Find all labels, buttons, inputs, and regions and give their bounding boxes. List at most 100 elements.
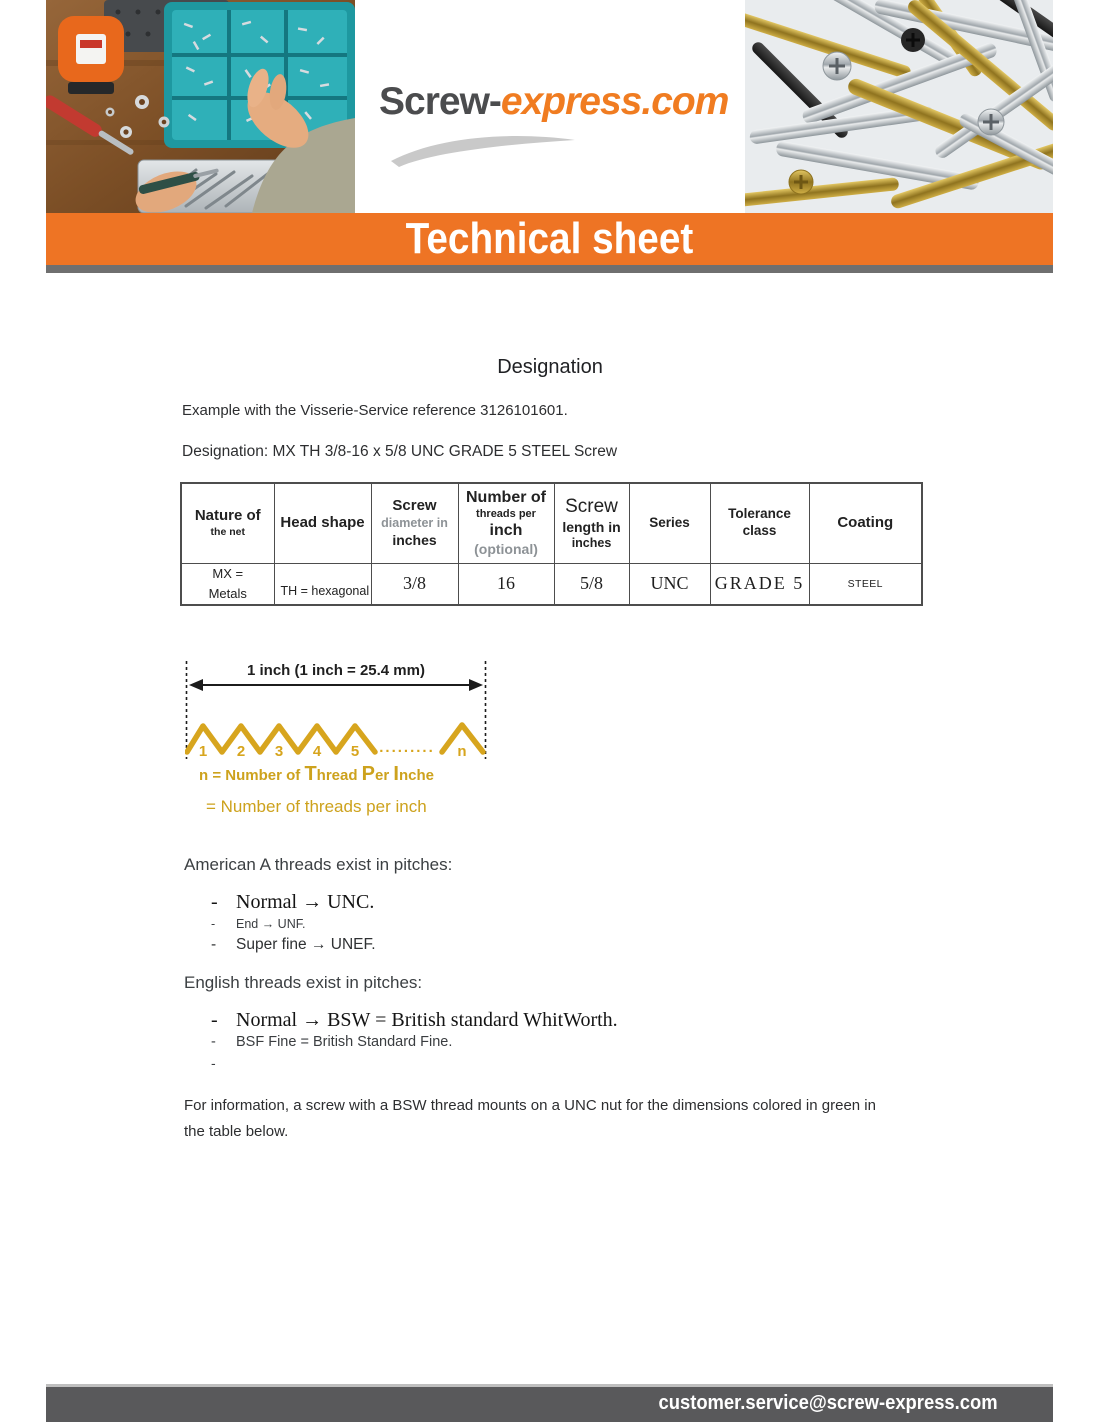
bullet-dash: -	[211, 1034, 216, 1050]
designation-table: Nature of the net Head shape Screw diame…	[180, 482, 923, 606]
header-sublabel: diameter in	[381, 516, 448, 531]
tick-1: 1	[199, 743, 207, 760]
cell-head-shape: TH = hexagonal	[273, 562, 372, 606]
cell-threads: 16	[457, 562, 555, 606]
cell-diameter: 3/8	[370, 562, 459, 606]
col-header-length: Screw length in inches	[553, 482, 630, 564]
table-row: MX = Metals TH = hexagonal 3/8 16 5/8 UN…	[180, 562, 923, 606]
cell-series: UNC	[628, 562, 711, 606]
example-line: Example with the Visserie-Service refere…	[182, 402, 568, 419]
ellipsis-dots: .........	[379, 739, 435, 756]
col-header-series: Series	[628, 482, 711, 564]
bullet-dash: -	[211, 917, 216, 931]
bullet-dash: -	[211, 1055, 216, 1071]
header-sublabel: inch	[489, 522, 523, 540]
technical-sheet-banner: Technical sheet	[46, 213, 1053, 265]
header-label: Screw	[392, 497, 437, 515]
list-item: - End → UNF.	[184, 917, 376, 936]
info-note: For information, a screw with a BSW thre…	[184, 1097, 876, 1141]
thread-zigzag	[184, 723, 378, 755]
screws-pile-photo	[745, 0, 1053, 213]
list-item: - BSF Fine = British Standard Fine.	[184, 1034, 618, 1055]
banner-title: Technical sheet	[405, 214, 694, 263]
designation-line: Designation: MX TH 3/8-16 x 5/8 UNC GRAD…	[182, 443, 618, 460]
list-item: - Normal → BSW = British standard WhitWo…	[184, 1009, 618, 1034]
header-sublabel: threads per	[476, 507, 536, 520]
banner-divider	[46, 265, 1053, 273]
header-sublabel: inches	[392, 531, 437, 548]
logo-text-gray: Screw-	[379, 80, 502, 123]
list-item: - Super fine → UNEF.	[184, 936, 376, 958]
header-label: Head shape	[280, 513, 365, 531]
cell-line: MX =	[212, 565, 244, 581]
bullet-dash: -	[211, 1009, 218, 1031]
tick-2: 2	[237, 743, 245, 760]
diagram-caption-sub: = Number of threads per inch	[206, 797, 427, 816]
diagram-caption-bold: n = Number of Thread Per Inche	[199, 763, 434, 786]
header-label: Series	[649, 514, 690, 530]
caption-segment: n = Number of	[199, 767, 305, 784]
cell-length: 5/8	[553, 562, 630, 606]
screws-pile-art	[745, 0, 1053, 213]
page-title: Designation	[497, 356, 603, 378]
tick-4: 4	[313, 743, 322, 760]
logo-block: Screw-express.com	[355, 0, 745, 213]
header-sublabel: inches	[571, 536, 612, 551]
logo: Screw-express.com	[379, 80, 729, 124]
list-item: - Normal → UNC.	[184, 891, 376, 917]
header-sublabel: class	[742, 523, 777, 539]
cell-line: Metals	[208, 585, 247, 601]
col-header-head-shape: Head shape	[273, 482, 372, 564]
col-header-diameter: Screw diameter in inches	[370, 482, 459, 564]
caption-segment: er	[375, 767, 394, 784]
header-sublabel: the net	[210, 526, 245, 539]
cell-nature: MX = Metals	[180, 562, 275, 606]
col-header-threads: Number of threads per inch (optional)	[457, 482, 555, 564]
american-threads-list: - Normal → UNC. - End → UNF. - Super fin…	[184, 891, 376, 958]
cell-tolerance: GRADE 5	[709, 562, 810, 606]
header-sublabel: (optional)	[474, 541, 538, 558]
bullet-dash: -	[211, 936, 217, 953]
list-item-text: Normal → BSW = British standard WhitWort…	[236, 1009, 618, 1031]
logo-text-orange: express.com	[500, 80, 729, 123]
english-threads-list: - Normal → BSW = British standard WhitWo…	[184, 1009, 618, 1075]
english-threads-heading: English threads exist in pitches:	[184, 973, 423, 992]
list-item-text: Normal → UNC.	[236, 891, 375, 913]
caption-segment: P	[361, 763, 376, 785]
cell-coating: STEEL	[808, 562, 923, 606]
thread-pitch-diagram-art: 1 inch (1 inch = 25.4 mm) 1 2 3 4 5 ....…	[184, 661, 487, 760]
arrow-left-icon	[189, 679, 203, 691]
col-header-nature: Nature of the net	[180, 482, 275, 564]
footer-bar: customer.service@screw-express.com	[46, 1384, 1053, 1422]
bullet-dash: -	[211, 891, 218, 913]
tick-3: 3	[275, 743, 283, 760]
tick-5: 5	[351, 743, 359, 760]
caption-segment: T	[304, 763, 317, 785]
header-sublabel: length in	[562, 518, 621, 535]
inch-label: 1 inch (1 inch = 25.4 mm)	[247, 662, 425, 679]
col-header-tolerance: Tolerance class	[709, 482, 810, 564]
header-label: Number of	[466, 488, 546, 506]
arrow-right-icon	[469, 679, 483, 691]
caption-segment: I	[393, 763, 399, 785]
header-label: Coating	[837, 513, 894, 531]
col-header-coating: Coating	[808, 482, 923, 564]
workbench-photo	[46, 0, 355, 213]
list-item-text: BSF Fine = British Standard Fine.	[236, 1034, 453, 1050]
list-item-text: End → UNF.	[236, 917, 306, 931]
list-item: -	[184, 1055, 618, 1075]
tick-n: n	[457, 743, 466, 760]
caption-segment: nche	[398, 767, 434, 784]
header-label: Tolerance	[728, 506, 791, 522]
table-header-row: Nature of the net Head shape Screw diame…	[180, 482, 923, 564]
thread-zigzag-n	[439, 722, 486, 755]
workbench-photo-art	[46, 0, 355, 213]
header-label: Screw	[565, 495, 618, 517]
contact-email-link[interactable]: customer.service@screw-express.com	[658, 1392, 998, 1414]
caption-segment: hread	[316, 767, 362, 784]
list-item-text: Super fine → UNEF.	[236, 936, 376, 953]
american-threads-heading: American A threads exist in pitches:	[184, 855, 453, 874]
thread-pitch-diagram: 1 inch (1 inch = 25.4 mm) 1 2 3 4 5 ....…	[184, 655, 487, 761]
header-label: Nature of	[194, 507, 261, 525]
